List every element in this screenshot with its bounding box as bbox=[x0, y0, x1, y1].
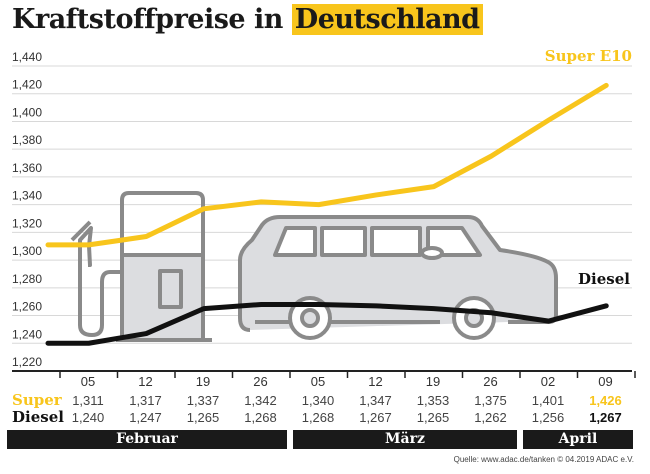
month-band: Februar bbox=[7, 430, 287, 449]
car-icon bbox=[238, 215, 558, 340]
values-row-super-cell: 1,317 bbox=[129, 393, 162, 408]
values-row-super-cell: 1,426 bbox=[589, 393, 622, 408]
y-tick-label: 1,360 bbox=[12, 161, 42, 175]
values-row-super-cell: 1,311 bbox=[72, 393, 104, 408]
y-tick-label: 1,220 bbox=[12, 355, 42, 369]
x-tick-labels-cell: 09 bbox=[598, 374, 613, 389]
y-tick-label: 1,260 bbox=[12, 300, 42, 314]
title-text: Kraftstoffpreise in bbox=[12, 4, 283, 35]
x-tick-labels-cell: 26 bbox=[253, 374, 268, 389]
y-tick-label: 1,320 bbox=[12, 216, 42, 230]
y-tick-label: 1,240 bbox=[12, 327, 42, 341]
values-row-diesel-cell: 1,267 bbox=[589, 410, 622, 425]
month-band: April bbox=[523, 430, 633, 449]
y-tick-label: 1,400 bbox=[12, 105, 42, 119]
y-tick-label: 1,420 bbox=[12, 78, 42, 92]
x-tick-labels-cell: 05 bbox=[80, 374, 96, 389]
x-tick-labels-cell: 02 bbox=[540, 374, 556, 389]
y-tick-label: 1,340 bbox=[12, 189, 42, 203]
x-tick-labels-cell: 12 bbox=[368, 374, 383, 389]
values-row-diesel-cell: 1,256 bbox=[531, 410, 565, 425]
row-label-diesel: Diesel bbox=[12, 408, 64, 426]
values-row-super-cell: 1,401 bbox=[531, 393, 565, 408]
values-row-diesel-cell: 1,240 bbox=[71, 410, 105, 425]
y-tick-label: 1,440 bbox=[12, 50, 42, 64]
y-tick-label: 1,380 bbox=[12, 133, 42, 147]
x-tick-labels-cell: 12 bbox=[138, 374, 153, 389]
values-row-super-cell: 1,375 bbox=[474, 393, 507, 408]
source-note: Quelle: www.adac.de/tanken © 04.2019 ADA… bbox=[453, 455, 634, 464]
x-tick-labels-cell: 05 bbox=[310, 374, 326, 389]
values-row-diesel-cell: 1,265 bbox=[416, 410, 450, 425]
values-row-diesel-cell: 1,268 bbox=[301, 410, 335, 425]
values-row-super-cell: 1,347 bbox=[359, 393, 392, 408]
y-tick-label: 1,300 bbox=[12, 244, 42, 258]
x-tick-labels-cell: 19 bbox=[195, 374, 211, 389]
values-row-super-cell: 1,342 bbox=[244, 393, 277, 408]
title-highlight: Deutschland bbox=[291, 4, 483, 35]
x-tick-labels-cell: 19 bbox=[425, 374, 441, 389]
values-row-super-cell: 1,353 bbox=[416, 393, 450, 408]
row-label-super: Super bbox=[12, 391, 62, 409]
values-row-diesel-cell: 1,247 bbox=[129, 410, 162, 425]
values-row-super-cell: 1,337 bbox=[186, 393, 220, 408]
y-tick-label: 1,280 bbox=[12, 272, 42, 286]
fuel-pump-and-car-illustration bbox=[70, 191, 558, 342]
chart-title: Kraftstoffpreise in Deutschland bbox=[12, 4, 483, 35]
values-row-diesel-cell: 1,267 bbox=[359, 410, 392, 425]
values-row-diesel-cell: 1,265 bbox=[186, 410, 220, 425]
series-label-diesel: Diesel bbox=[578, 270, 630, 288]
values-row-diesel-cell: 1,262 bbox=[474, 410, 507, 425]
series-label-super-e10: Super E10 bbox=[544, 47, 632, 65]
month-band: März bbox=[293, 430, 517, 449]
values-row-diesel-cell: 1,268 bbox=[244, 410, 277, 425]
x-tick-labels-cell: 26 bbox=[483, 374, 498, 389]
values-row-super-cell: 1,340 bbox=[301, 393, 335, 408]
